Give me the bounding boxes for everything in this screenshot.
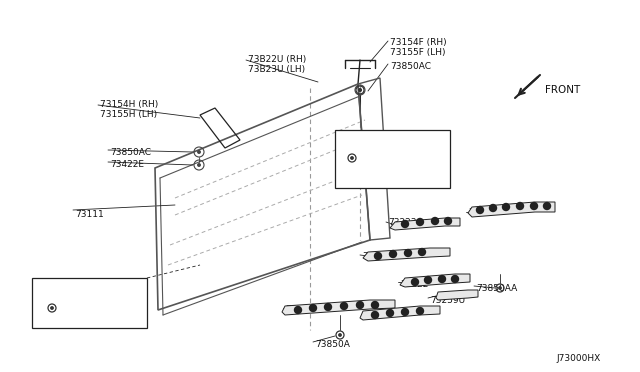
Circle shape: [502, 203, 509, 211]
Circle shape: [359, 89, 361, 91]
Circle shape: [531, 202, 538, 209]
Circle shape: [371, 301, 378, 308]
Polygon shape: [468, 202, 555, 217]
Text: HB.S: HB.S: [348, 140, 369, 149]
Circle shape: [371, 311, 378, 318]
Text: 73154H (RH): 73154H (RH): [100, 100, 158, 109]
Circle shape: [324, 304, 332, 311]
Text: 73155F (LH): 73155F (LH): [390, 48, 445, 57]
Text: 73222: 73222: [400, 280, 428, 289]
Text: 73111: 73111: [75, 210, 104, 219]
Circle shape: [404, 250, 412, 257]
Circle shape: [445, 218, 451, 224]
Circle shape: [417, 308, 424, 314]
Circle shape: [490, 205, 497, 212]
Circle shape: [351, 157, 353, 159]
Polygon shape: [400, 274, 470, 287]
Text: J73000HX: J73000HX: [556, 354, 600, 363]
Circle shape: [543, 202, 550, 209]
Circle shape: [339, 334, 341, 336]
Circle shape: [401, 221, 408, 228]
Circle shape: [51, 307, 53, 309]
Text: 73223: 73223: [388, 218, 417, 227]
Text: 73850AC: 73850AC: [390, 62, 431, 71]
Text: 73850A: 73850A: [315, 340, 350, 349]
Circle shape: [294, 307, 301, 314]
Text: 73422E: 73422E: [110, 160, 144, 169]
Text: 73B22U (RH): 73B22U (RH): [248, 55, 307, 64]
Bar: [32, 278, 147, 328]
Circle shape: [356, 301, 364, 308]
Circle shape: [374, 253, 381, 260]
Text: 73259U: 73259U: [430, 296, 465, 305]
Circle shape: [310, 305, 317, 311]
Text: 73422E: 73422E: [50, 308, 84, 317]
Circle shape: [438, 276, 445, 282]
Circle shape: [359, 89, 361, 91]
Circle shape: [412, 279, 419, 285]
Text: 73154F (RH): 73154F (RH): [390, 38, 447, 47]
Polygon shape: [360, 306, 440, 320]
Circle shape: [431, 218, 438, 224]
Circle shape: [198, 164, 200, 166]
Circle shape: [387, 310, 394, 317]
Text: HB.S: HB.S: [50, 290, 72, 299]
Circle shape: [198, 151, 200, 153]
Circle shape: [499, 287, 501, 289]
Text: 73B23U (LH): 73B23U (LH): [248, 65, 305, 74]
Circle shape: [401, 308, 408, 315]
Text: FRONT: FRONT: [545, 85, 580, 95]
Text: 73155H (LH): 73155H (LH): [100, 110, 157, 119]
Circle shape: [424, 276, 431, 283]
Circle shape: [340, 302, 348, 310]
Circle shape: [477, 206, 483, 214]
Text: 73221: 73221: [362, 252, 390, 261]
Text: 73220: 73220: [370, 310, 399, 319]
Text: 73850AB: 73850AB: [372, 158, 413, 167]
Polygon shape: [363, 248, 450, 261]
Circle shape: [451, 276, 458, 282]
Bar: [335, 130, 450, 188]
Text: 73850AC: 73850AC: [110, 148, 151, 157]
Polygon shape: [436, 290, 478, 300]
Text: 73210: 73210: [285, 305, 314, 314]
Polygon shape: [390, 218, 460, 230]
Polygon shape: [282, 300, 395, 315]
Circle shape: [516, 202, 524, 209]
Circle shape: [390, 250, 397, 257]
Circle shape: [417, 218, 424, 225]
Text: 73850AA: 73850AA: [476, 284, 517, 293]
Text: 73230: 73230: [468, 208, 497, 217]
Circle shape: [419, 248, 426, 256]
